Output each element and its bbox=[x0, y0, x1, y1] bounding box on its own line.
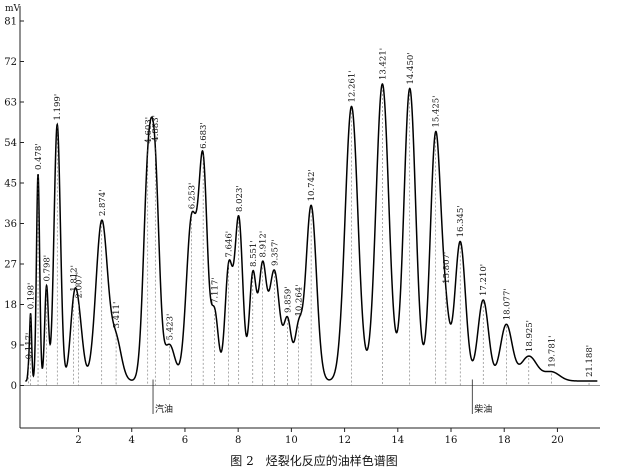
figure-caption: 图 2 烃裂化反应的油样色谱图 bbox=[230, 454, 398, 468]
peak-retention-label: 3.411' bbox=[112, 302, 122, 329]
peak-retention-label: 8.912' bbox=[258, 231, 268, 258]
x-tick-label: 16 bbox=[445, 435, 458, 446]
peak-retention-label: 21.188' bbox=[585, 345, 595, 377]
peak-labels-layer: 0.117' 0.198' 0.478' 0.798' 1.199' 1.812'2.00… bbox=[24, 48, 595, 377]
peak-retention-label: 14.450' bbox=[406, 52, 416, 84]
peak-retention-label: 4.883' bbox=[151, 115, 161, 142]
x-tick-label: 18 bbox=[498, 435, 511, 446]
peak-retention-label: 19.781' bbox=[548, 335, 558, 367]
x-tick-label: 12 bbox=[338, 435, 351, 446]
chromatogram-trace bbox=[25, 83, 598, 382]
peak-retention-label: 1.199' bbox=[53, 94, 63, 121]
y-tick-label: 0 bbox=[11, 381, 17, 392]
peak-retention-label: 10.264' bbox=[294, 284, 304, 316]
trace-layer bbox=[25, 83, 598, 386]
y-tick-label: 72 bbox=[4, 57, 17, 68]
peak-retention-label: 2.874' bbox=[98, 189, 108, 216]
peak-retention-label: 4.603' bbox=[144, 117, 154, 144]
peak-retention-label: 17.210' bbox=[479, 264, 489, 296]
y-tick-label: 54 bbox=[4, 138, 17, 149]
y-tick-label: 63 bbox=[4, 98, 17, 109]
peak-retention-label: 9.357' bbox=[270, 239, 280, 266]
peak-retention-label: 0.198' bbox=[27, 283, 37, 310]
peak-retention-label: 10.742' bbox=[307, 169, 317, 201]
peak-retention-label: 15.425' bbox=[432, 95, 442, 127]
peak-retention-label: 12.261' bbox=[348, 70, 358, 102]
peak-retention-label: 18.925' bbox=[525, 320, 535, 352]
y-tick-label: 36 bbox=[4, 219, 17, 230]
peak-retention-label: 1.812' bbox=[70, 265, 80, 292]
fraction-region-label: 汽油 bbox=[155, 403, 173, 415]
peak-retention-label: 6.253' bbox=[188, 183, 198, 210]
peak-retention-label: 0.798' bbox=[43, 255, 53, 282]
peak-retention-label: 18.077' bbox=[502, 288, 512, 320]
y-tick-label: 45 bbox=[4, 179, 17, 190]
x-tick-label: 4 bbox=[129, 435, 135, 446]
y-tick-label: 18 bbox=[4, 300, 17, 311]
y-tick-label: 81 bbox=[4, 17, 17, 28]
peak-retention-label: 5.423' bbox=[166, 314, 176, 341]
peak-retention-label: 7.117' bbox=[211, 277, 221, 304]
x-tick-label: 8 bbox=[235, 435, 241, 446]
y-axis-unit-label: mV bbox=[5, 4, 21, 14]
fraction-region-label: 柴油 bbox=[474, 403, 492, 415]
peak-retention-label: 0.478' bbox=[34, 143, 44, 170]
y-tick-label: 9 bbox=[11, 341, 17, 352]
peak-retention-label: 6.683' bbox=[199, 122, 209, 149]
peak-retention-label: 0.117' bbox=[24, 333, 34, 360]
peak-retention-label: 7.646' bbox=[225, 231, 235, 258]
peak-retention-label: 2.007' bbox=[75, 272, 85, 299]
x-tick-label: 14 bbox=[391, 435, 404, 446]
y-tick-label: 27 bbox=[4, 260, 17, 271]
x-tick-label: 20 bbox=[551, 435, 564, 446]
x-tick-label: 10 bbox=[285, 435, 298, 446]
x-tick-label: 2 bbox=[75, 435, 81, 446]
peak-retention-label: 8.551' bbox=[249, 240, 259, 267]
peak-retention-label: 8.023' bbox=[235, 185, 245, 212]
peak-retention-label: 9.859' bbox=[284, 286, 294, 313]
axes-layer: mV 0 9 18 27 36 45 54 63 72 81 2 4 6 8 10 12 14 16 18 20 汽油 柴油 bbox=[4, 4, 600, 446]
peak-retention-label: 16.345' bbox=[456, 205, 466, 237]
peak-retention-label: 13.421' bbox=[378, 48, 388, 80]
peak-retention-label: 15.807' bbox=[442, 252, 452, 284]
x-tick-label: 6 bbox=[182, 435, 188, 446]
